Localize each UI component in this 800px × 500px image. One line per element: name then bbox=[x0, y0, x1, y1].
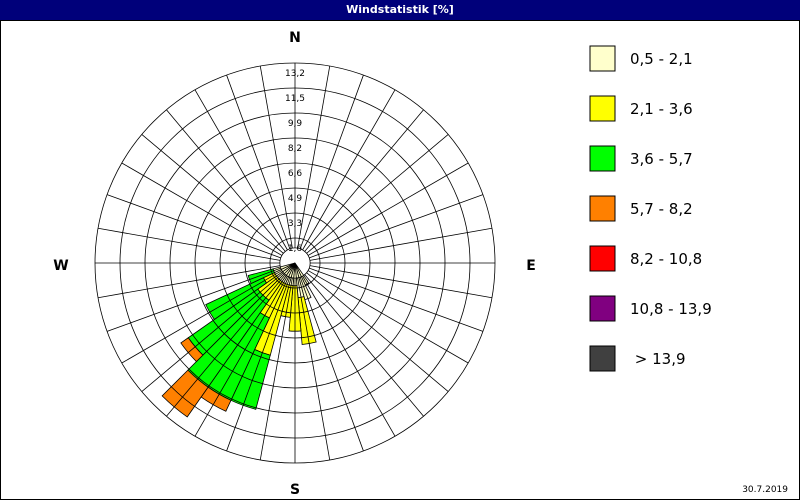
legend-label-5: 10,8 - 13,9 bbox=[630, 300, 712, 318]
spoke-350 bbox=[259, 65, 293, 249]
spoke-200 bbox=[226, 277, 291, 452]
spoke-240 bbox=[121, 270, 283, 364]
radial-tick-7: 13,2 bbox=[285, 69, 305, 79]
legend-label-6: > 13,9 bbox=[630, 350, 686, 368]
spoke-210 bbox=[194, 275, 288, 437]
spoke-20 bbox=[299, 74, 364, 249]
radial-tick-labels: 1,6 3,3 4,9 6,6 8,2 9,9 11,5 13,2 bbox=[285, 69, 305, 254]
radial-tick-4: 8,2 bbox=[288, 144, 302, 154]
legend-swatch-1 bbox=[589, 95, 616, 122]
legend-swatch-0 bbox=[589, 45, 616, 72]
spoke-290 bbox=[106, 194, 281, 259]
spoke-30 bbox=[302, 89, 396, 251]
legend-label-1: 2,1 - 3,6 bbox=[630, 100, 693, 118]
radial-tick-0: 1,6 bbox=[288, 244, 303, 254]
spoke-230 bbox=[141, 272, 284, 392]
spoke-60 bbox=[307, 162, 469, 256]
radial-tick-2: 4,9 bbox=[288, 194, 303, 204]
spoke-10 bbox=[297, 65, 331, 249]
legend-swatch-6 bbox=[589, 345, 616, 372]
spoke-220 bbox=[166, 274, 286, 417]
chart-date: 30.7.2019 bbox=[742, 485, 788, 495]
legend-label-3: 5,7 - 8,2 bbox=[630, 200, 693, 218]
spoke-310 bbox=[141, 134, 284, 254]
spoke-80 bbox=[309, 227, 493, 261]
spoke-50 bbox=[306, 134, 449, 254]
spoke-140 bbox=[304, 274, 424, 417]
spoke-340 bbox=[226, 74, 291, 249]
direction-label-e: E bbox=[526, 258, 536, 274]
spoke-120 bbox=[307, 270, 469, 364]
spoke-170 bbox=[297, 277, 331, 461]
legend-swatch-3 bbox=[589, 195, 616, 222]
legend-swatch-5 bbox=[589, 295, 616, 322]
legend-label-0: 0,5 - 2,1 bbox=[630, 50, 693, 68]
chart-frame bbox=[0, 20, 800, 500]
spoke-70 bbox=[309, 194, 484, 259]
direction-labels: N E S W bbox=[53, 30, 536, 498]
spoke-260 bbox=[97, 265, 281, 299]
direction-label-n: N bbox=[289, 30, 301, 46]
spoke-190 bbox=[259, 277, 293, 461]
radial-tick-3: 6,6 bbox=[288, 169, 303, 179]
spoke-320 bbox=[166, 109, 286, 252]
spoke-130 bbox=[306, 272, 449, 392]
polar-grid bbox=[94, 62, 496, 464]
spoke-100 bbox=[309, 265, 493, 299]
direction-label-w: W bbox=[53, 258, 68, 274]
radial-tick-5: 9,9 bbox=[288, 119, 303, 129]
legend-swatch-4 bbox=[589, 245, 616, 272]
spoke-330 bbox=[194, 89, 288, 251]
direction-label-s: S bbox=[290, 482, 300, 498]
radial-tick-6: 11,5 bbox=[285, 94, 305, 104]
legend-label-4: 8,2 - 10,8 bbox=[630, 250, 702, 268]
legend: 0,5 - 2,1 2,1 - 3,6 3,6 - 5,7 5,7 - 8,2 8,2 … bbox=[589, 45, 712, 372]
window-title: Windstatistik [%] bbox=[0, 0, 800, 20]
spoke-160 bbox=[299, 277, 364, 452]
legend-label-2: 3,6 - 5,7 bbox=[630, 150, 693, 168]
spoke-280 bbox=[97, 227, 281, 261]
spoke-150 bbox=[302, 275, 396, 437]
spoke-110 bbox=[309, 267, 484, 332]
spoke-300 bbox=[121, 162, 283, 256]
radial-tick-1: 3,3 bbox=[288, 219, 302, 229]
spoke-40 bbox=[304, 109, 424, 252]
legend-swatch-2 bbox=[589, 145, 616, 172]
sector-170-bin-1 bbox=[297, 296, 317, 345]
spoke-250 bbox=[106, 267, 281, 332]
